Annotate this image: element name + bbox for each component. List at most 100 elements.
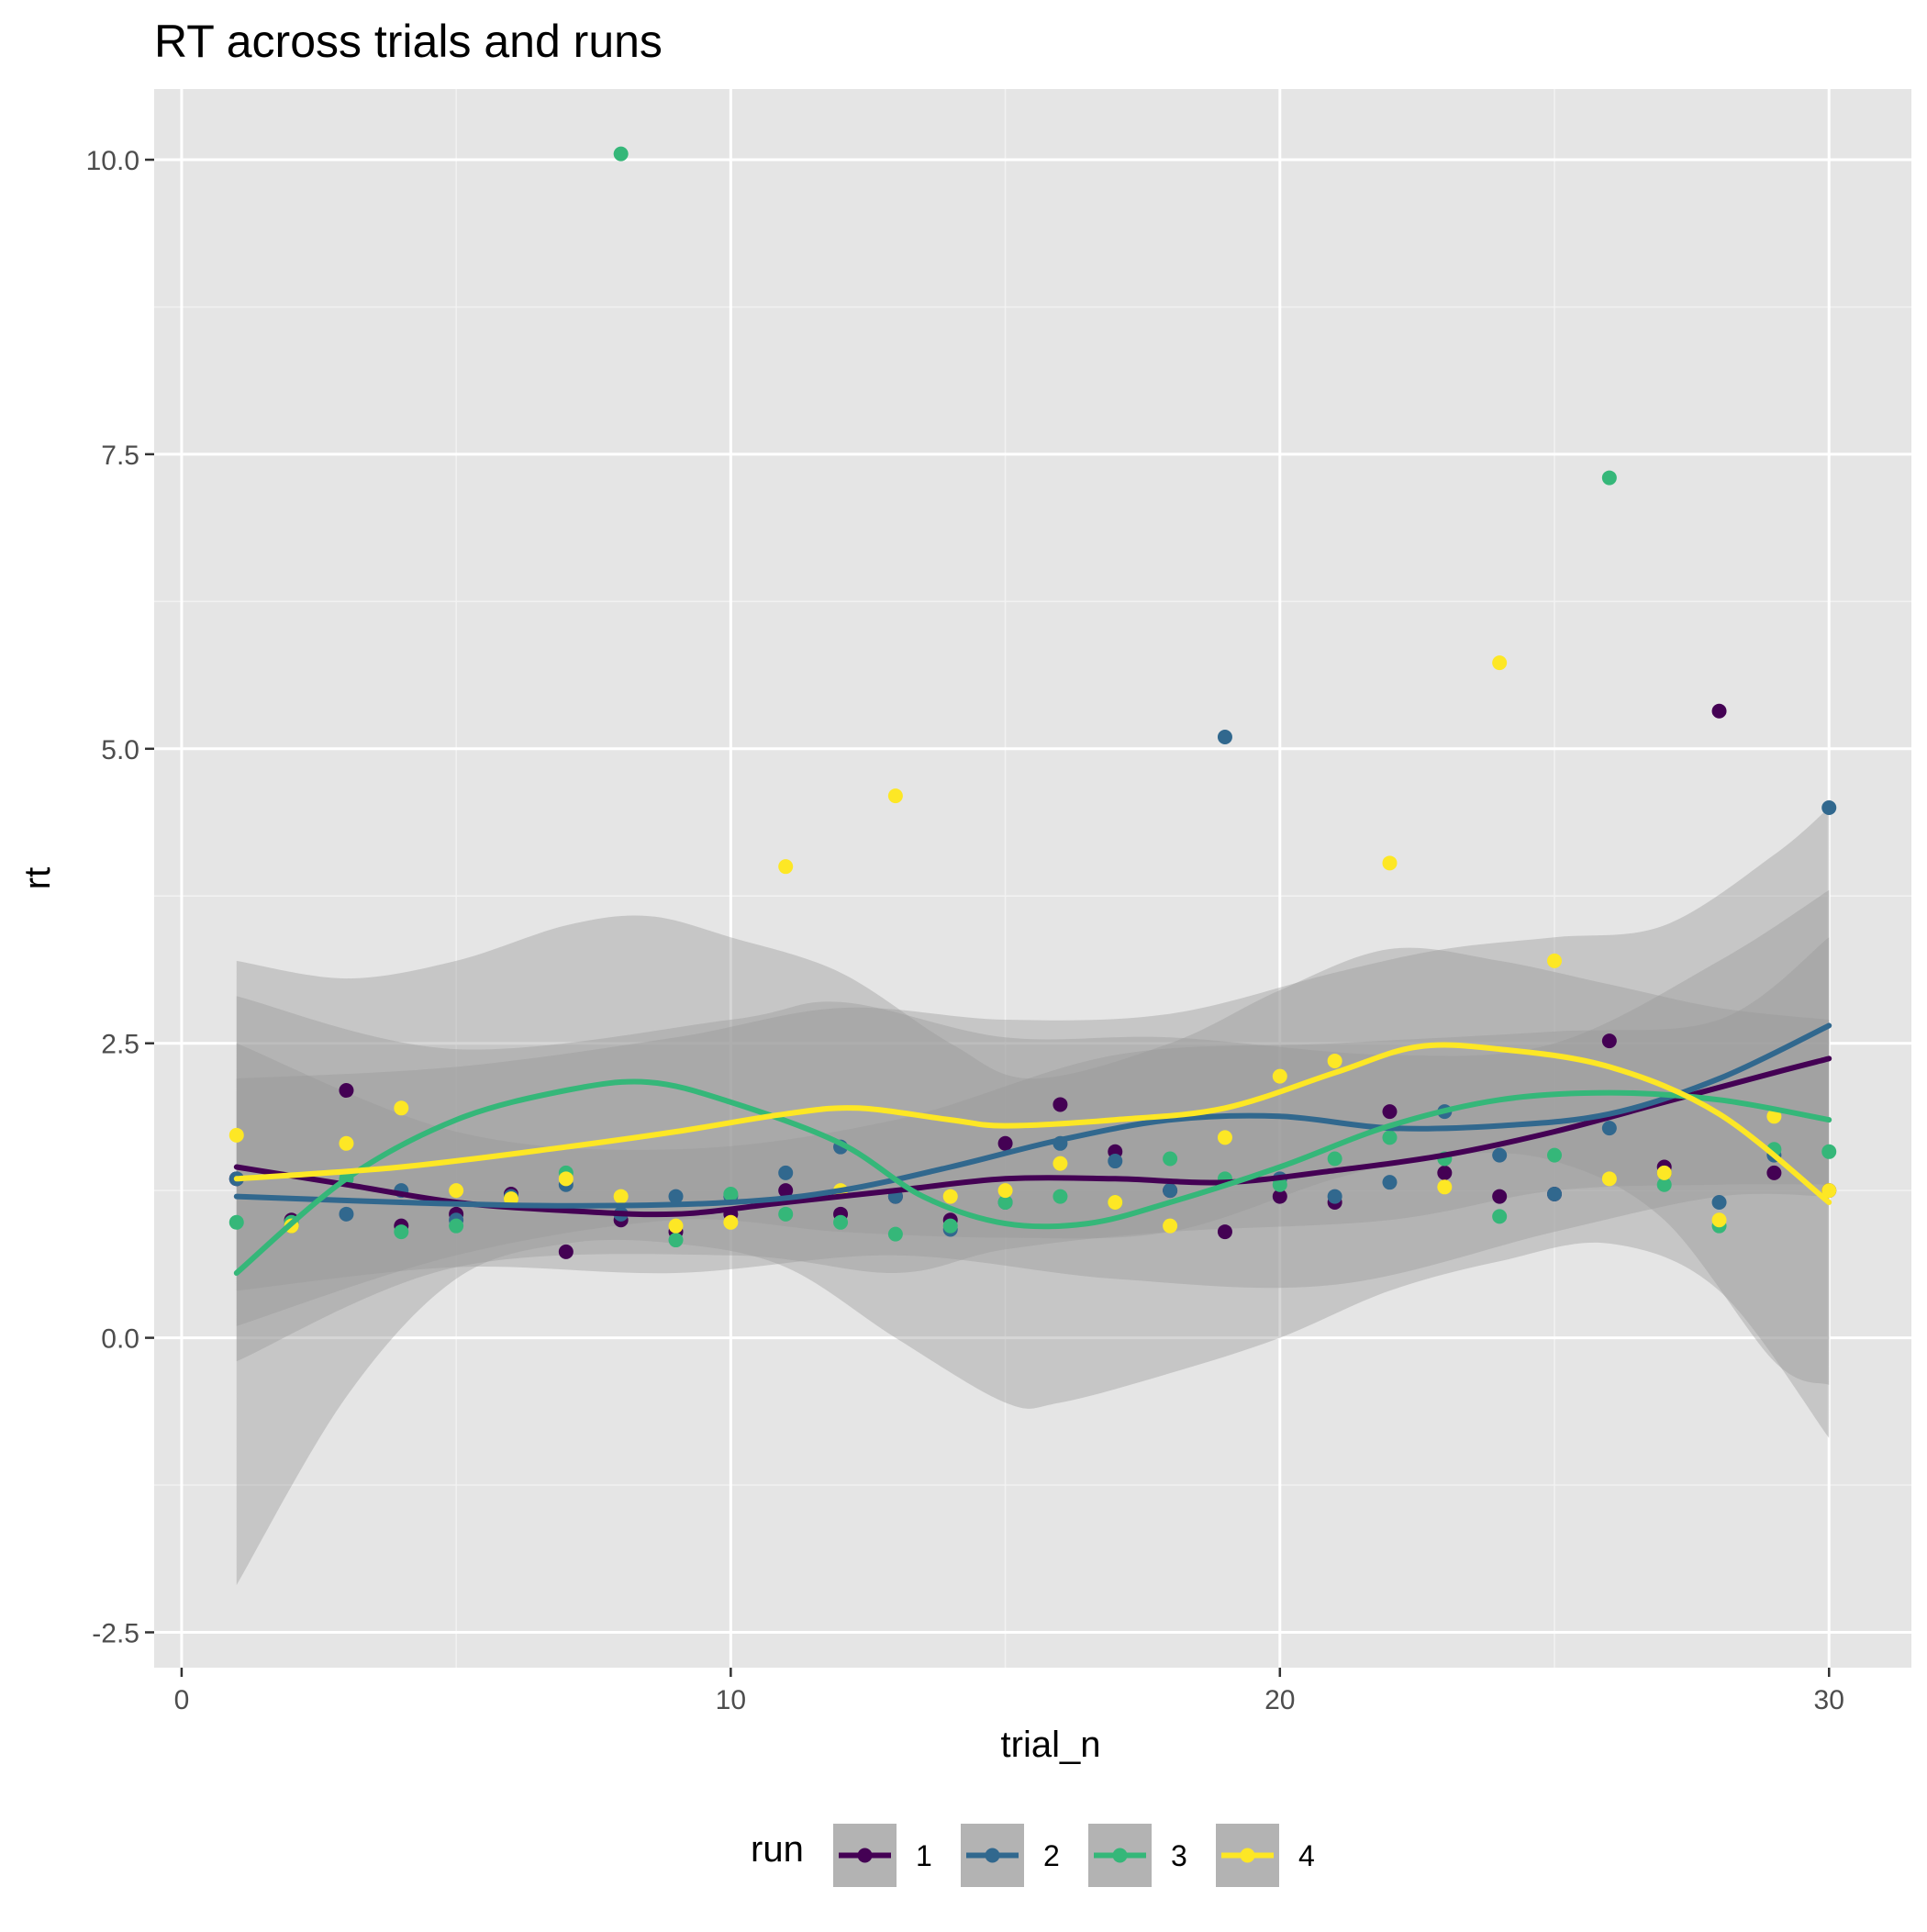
point-run-4: [1382, 855, 1398, 871]
point-run-1: [778, 1183, 794, 1199]
legend-key-point: [1112, 1848, 1128, 1863]
point-run-4: [1053, 1156, 1068, 1171]
point-run-3: [449, 1218, 464, 1234]
smooth-line-run-4: [233, 1042, 1832, 1205]
point-run-4: [558, 1171, 574, 1187]
point-run-1: [997, 1135, 1013, 1151]
y-tick-label: 7.5: [101, 441, 139, 471]
legend-item-run-3: 3: [1088, 1824, 1187, 1887]
point-run-3: [942, 1218, 958, 1234]
point-run-1: [1766, 1165, 1782, 1180]
point-run-1: [558, 1244, 574, 1259]
point-run-1: [1437, 1165, 1453, 1180]
point-run-3: [997, 1194, 1013, 1210]
point-run-4: [1163, 1218, 1178, 1234]
legend-label: 1: [916, 1839, 932, 1872]
point-run-1: [1272, 1189, 1287, 1204]
legend-label: 2: [1043, 1839, 1060, 1872]
point-run-4: [1272, 1068, 1287, 1084]
point-run-3: [613, 146, 629, 162]
plot-panel: [154, 89, 1911, 1668]
point-run-4: [887, 788, 903, 804]
point-run-4: [942, 1189, 958, 1204]
point-run-4: [613, 1189, 629, 1204]
point-run-2: [1327, 1189, 1342, 1204]
point-run-4: [449, 1183, 464, 1199]
point-run-3: [1382, 1130, 1398, 1145]
major-gridlines: [154, 89, 1911, 1668]
ci-band-run-4: [236, 808, 1830, 1385]
point-run-2: [778, 1165, 794, 1180]
point-run-4: [1108, 1194, 1123, 1210]
legend: run 1 2 3 4: [751, 1824, 1315, 1887]
legend-label: 3: [1171, 1839, 1187, 1872]
point-run-1: [1217, 1224, 1232, 1240]
point-run-3: [1656, 1177, 1672, 1192]
legend-key-point: [857, 1848, 873, 1863]
y-axis: -2.5 0.0 2.5 5.0 7.5 10.0: [86, 146, 154, 1648]
chart-title: RT across trials and runs: [154, 16, 663, 67]
point-run-3: [668, 1233, 684, 1248]
legend-item-run-2: 2: [961, 1824, 1060, 1887]
point-run-4: [723, 1214, 739, 1230]
point-run-1: [1053, 1097, 1068, 1112]
smooth-line-run-3: [233, 1078, 1832, 1276]
y-axis-title: rt: [17, 867, 58, 889]
point-run-3: [887, 1226, 903, 1242]
legend-title: run: [751, 1829, 804, 1870]
point-run-2: [1217, 729, 1232, 744]
y-tick-label: 0.0: [101, 1324, 139, 1355]
y-tick-label: -2.5: [92, 1618, 139, 1648]
legend-key-point: [1240, 1848, 1255, 1863]
point-run-3: [778, 1206, 794, 1222]
point-run-3: [833, 1214, 849, 1230]
point-run-2: [1382, 1175, 1398, 1190]
smooth-line-run-2: [233, 1022, 1832, 1209]
point-run-3: [1163, 1151, 1178, 1167]
point-run-1: [1492, 1189, 1508, 1204]
point-run-3: [1492, 1209, 1508, 1224]
x-tick-label: 20: [1264, 1685, 1295, 1715]
legend-label: 4: [1298, 1839, 1315, 1872]
point-run-4: [1492, 655, 1508, 671]
point-run-2: [1108, 1154, 1123, 1169]
point-run-4: [228, 1127, 244, 1143]
point-run-3: [1272, 1177, 1287, 1192]
point-run-2: [339, 1206, 354, 1222]
point-run-4: [1547, 953, 1563, 968]
x-tick-label: 30: [1814, 1685, 1844, 1715]
point-run-3: [1053, 1189, 1068, 1204]
y-tick-label: 5.0: [101, 735, 139, 765]
point-run-2: [1601, 1121, 1617, 1136]
x-tick-label: 0: [174, 1685, 190, 1715]
y-tick-label: 2.5: [101, 1030, 139, 1060]
point-run-3: [1601, 470, 1617, 486]
point-run-2: [1821, 799, 1837, 815]
x-tick-label: 10: [716, 1685, 746, 1715]
point-run-2: [1492, 1147, 1508, 1163]
point-run-3: [1547, 1147, 1563, 1163]
point-run-2: [668, 1189, 684, 1204]
smooth-lines: [233, 1022, 1832, 1276]
point-run-2: [1711, 1194, 1727, 1210]
x-axis: 0 10 20 30: [174, 1668, 1844, 1715]
point-run-1: [339, 1083, 354, 1099]
point-run-4: [1437, 1179, 1453, 1195]
minor-gridlines: [154, 89, 1911, 1668]
point-run-3: [1821, 1144, 1837, 1159]
point-run-4: [1656, 1165, 1672, 1180]
y-tick-label: 10.0: [86, 146, 139, 176]
point-run-3: [228, 1214, 244, 1230]
point-run-1: [1601, 1033, 1617, 1049]
point-run-3: [1327, 1151, 1342, 1167]
point-run-4: [997, 1183, 1013, 1199]
point-run-2: [1163, 1183, 1178, 1199]
point-run-1: [1382, 1104, 1398, 1120]
point-run-3: [723, 1187, 739, 1201]
point-run-4: [1821, 1183, 1837, 1199]
point-run-4: [1601, 1171, 1617, 1187]
point-run-4: [668, 1218, 684, 1234]
point-run-4: [1327, 1053, 1342, 1068]
